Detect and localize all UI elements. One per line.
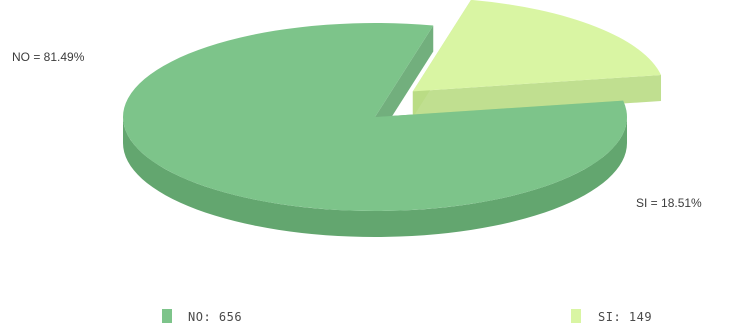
slice-no — [123, 23, 628, 212]
legend-label-si: SI: 149 — [598, 310, 652, 324]
slice-side-no — [123, 117, 627, 237]
slice-si — [412, 0, 662, 92]
slice-label-si: SI = 18.51% — [636, 196, 702, 210]
legend-swatch-no — [162, 309, 172, 323]
legend-label-no: NO: 656 — [188, 310, 242, 324]
slice-label-no: NO = 81.49% — [12, 50, 85, 64]
slice-cut-si-1 — [412, 74, 662, 118]
legend: NO: 656 SI: 149 — [162, 309, 652, 324]
pie-top-layer — [123, 0, 662, 212]
legend-swatch-si — [571, 309, 581, 323]
slice-cut-no-1 — [375, 25, 434, 144]
